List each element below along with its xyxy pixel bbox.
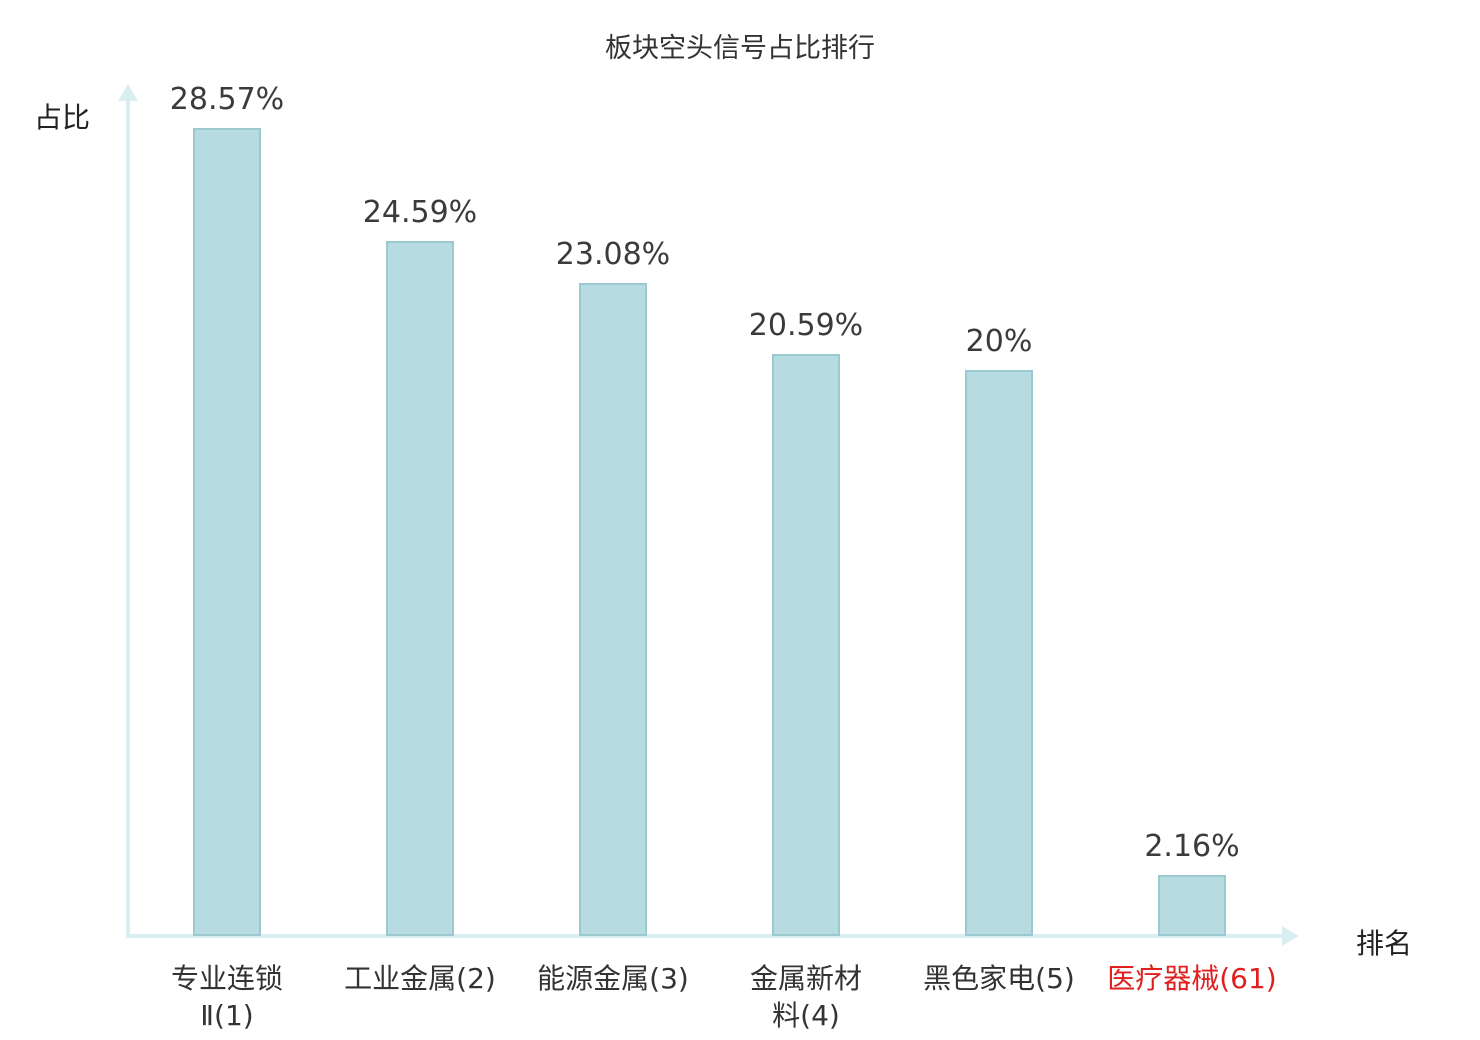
x-axis-label: 排名 (1356, 927, 1413, 960)
bar-value-label: 2.16% (1144, 829, 1240, 864)
bar-category-label: 能源金属(3) (537, 962, 689, 995)
bar-value-label: 23.08% (555, 237, 671, 272)
bar-category-label: 工业金属(2) (344, 962, 496, 995)
bar-value-label: 20% (965, 324, 1033, 359)
x-axis-line (126, 934, 1284, 938)
bar-value-label: 20.59% (748, 308, 864, 343)
bar (965, 370, 1033, 936)
y-axis-line (126, 100, 130, 936)
chart-title: 板块空头信号占比排行 (605, 33, 875, 64)
bar-category-label: 医疗器械(61) (1107, 962, 1277, 995)
bar-category-label: 专业连锁 Ⅱ(1) (170, 962, 283, 1032)
bar-value-label: 24.59% (362, 195, 478, 230)
x-axis-arrow-icon (1282, 926, 1299, 946)
bar (386, 241, 454, 936)
bar (772, 354, 840, 936)
bar (1158, 875, 1226, 936)
y-axis-label: 占比 (34, 101, 91, 134)
bar-category-label: 黑色家电(5) (923, 962, 1075, 995)
bar-value-label: 28.57% (169, 82, 285, 117)
bar (579, 283, 647, 936)
y-axis-arrow-icon (118, 84, 138, 101)
bar-category-label: 金属新材 料(4) (749, 962, 862, 1032)
bar (193, 128, 261, 936)
